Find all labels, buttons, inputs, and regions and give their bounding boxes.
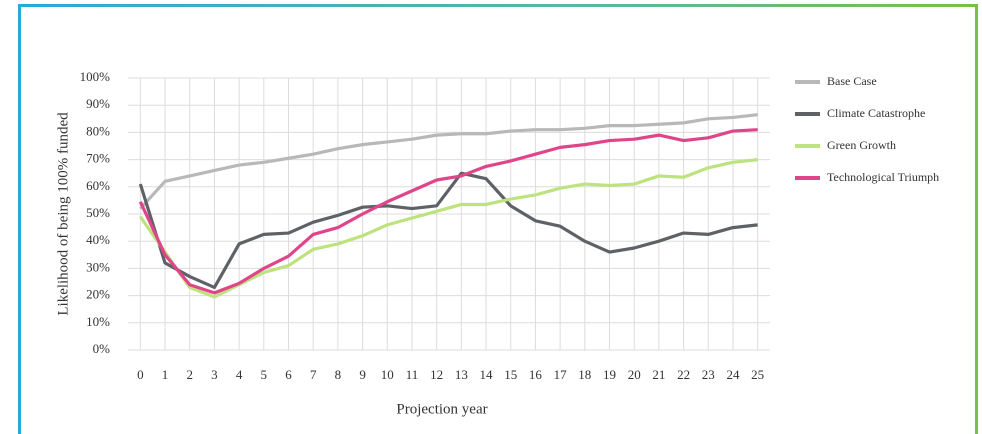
y-axis-label: Likelihood of being 100% funded — [55, 112, 71, 316]
card — [18, 4, 978, 434]
y-tick-label: 0% — [93, 341, 111, 356]
y-tick-label: 70% — [86, 151, 110, 166]
x-tick-label: 2 — [186, 367, 193, 382]
x-tick-label: 13 — [455, 367, 468, 382]
legend-label: Green Growth — [827, 138, 896, 152]
x-tick-label: 12 — [430, 367, 443, 382]
x-tick-label: 23 — [702, 367, 715, 382]
series-line — [139, 158, 758, 299]
legend-label: Technological Triumph — [827, 170, 939, 184]
x-tick-label: 21 — [652, 367, 665, 382]
y-tick-label: 40% — [86, 232, 110, 247]
top-bar — [18, 4, 978, 7]
legend-label: Climate Catastrophe — [827, 106, 925, 120]
x-tick-label: 20 — [628, 367, 641, 382]
x-tick-label: 7 — [310, 367, 317, 382]
y-tick-label: 20% — [86, 287, 110, 302]
x-tick-label: 10 — [381, 367, 394, 382]
x-tick-label: 25 — [751, 367, 764, 382]
y-tick-label: 80% — [86, 123, 110, 138]
x-tick-label: 3 — [211, 367, 218, 382]
series-line — [138, 128, 758, 295]
x-tick-label: 11 — [406, 367, 419, 382]
y-tick-label: 60% — [86, 178, 110, 193]
x-tick-label: 18 — [578, 367, 591, 382]
y-tick-label: 90% — [86, 96, 110, 111]
x-tick-label: 6 — [285, 367, 292, 382]
x-tick-label: 1 — [162, 367, 169, 382]
x-tick-label: 5 — [261, 367, 268, 382]
x-tick-label: 8 — [335, 367, 342, 382]
x-axis-label: Projection year — [396, 401, 487, 417]
x-tick-label: 19 — [603, 367, 616, 382]
series-line — [138, 171, 758, 290]
y-tick-label: 30% — [86, 259, 110, 274]
x-tick-label: 4 — [236, 367, 243, 382]
series-line — [139, 113, 758, 210]
y-tick-label: 100% — [80, 69, 111, 84]
legend-label: Base Case — [827, 74, 877, 88]
x-tick-label: 22 — [677, 367, 690, 382]
x-tick-label: 24 — [726, 367, 740, 382]
x-tick-label: 15 — [504, 367, 517, 382]
x-tick-label: 0 — [137, 367, 144, 382]
x-tick-label: 14 — [480, 367, 494, 382]
x-tick-label: 9 — [359, 367, 366, 382]
x-tick-label: 17 — [554, 367, 568, 382]
y-tick-label: 50% — [86, 205, 110, 220]
y-tick-label: 10% — [86, 314, 110, 329]
x-tick-label: 16 — [529, 367, 543, 382]
